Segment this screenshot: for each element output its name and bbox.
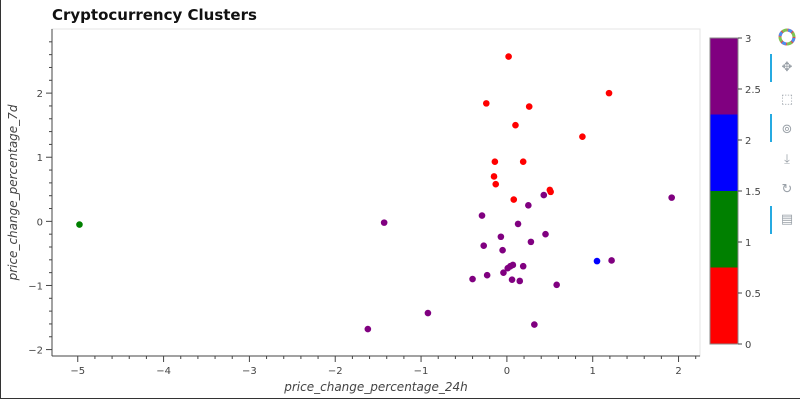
colorbar-tick-label: 1.5 — [745, 187, 761, 198]
y-tick-label: −2 — [28, 346, 43, 357]
colorbar-tick-label: 1 — [745, 238, 751, 249]
data-point-cluster-3[interactable] — [480, 242, 488, 250]
data-point-cluster-3[interactable] — [542, 230, 549, 238]
data-point-cluster-0[interactable] — [547, 188, 554, 196]
data-point-cluster-1[interactable] — [76, 221, 83, 228]
data-point-cluster-3[interactable] — [668, 194, 675, 201]
data-point-cluster-0[interactable] — [579, 133, 586, 141]
x-tick-label: 2 — [675, 366, 681, 377]
hover-icon[interactable]: ▤ — [780, 211, 794, 227]
axes: −5 −4 −3 −2 −1 0 1 2 −2 −1 0 1 2 — [28, 29, 700, 377]
save-icon[interactable]: ⤓ — [784, 151, 790, 167]
colorbar-tick-label: 0 — [745, 340, 751, 351]
data-point-cluster-3[interactable] — [483, 271, 491, 279]
data-point-cluster-0[interactable] — [492, 180, 500, 188]
logo-icon[interactable] — [778, 28, 796, 46]
data-point-cluster-0[interactable] — [525, 103, 533, 110]
toolbar-separator — [770, 114, 772, 142]
toolbar-separator — [770, 206, 772, 234]
data-point-cluster-0[interactable] — [512, 121, 519, 129]
y-axis-label: price_change_percentage_7d — [6, 104, 20, 281]
data-point-cluster-3[interactable] — [499, 246, 506, 254]
data-point-cluster-3[interactable] — [500, 269, 507, 276]
x-tick-label: −1 — [414, 366, 429, 377]
data-point-cluster-3[interactable] — [380, 219, 388, 226]
data-point-cluster-3[interactable] — [509, 261, 517, 269]
y-tick-label: 0 — [37, 217, 43, 228]
data-point-cluster-3[interactable] — [469, 275, 476, 283]
x-tick-label: −2 — [328, 366, 343, 377]
data-points — [76, 53, 675, 333]
colorbar-tick-label: 2 — [745, 136, 751, 147]
colorbar-segment — [710, 38, 738, 115]
data-point-cluster-3[interactable] — [504, 264, 512, 272]
plot-area[interactable] — [51, 28, 701, 357]
data-point-cluster-2[interactable] — [593, 257, 601, 265]
data-point-cluster-3[interactable] — [527, 238, 535, 246]
data-point-cluster-3[interactable] — [519, 262, 527, 270]
data-point-cluster-3[interactable] — [540, 191, 548, 199]
chart-title: Cryptocurrency Clusters — [52, 6, 257, 24]
y-tick-label: −1 — [28, 281, 43, 292]
data-point-cluster-3[interactable] — [514, 220, 522, 228]
data-point-cluster-0[interactable] — [510, 196, 518, 203]
colorbar-tick-label: 3 — [745, 34, 751, 45]
colorbar-segment — [710, 191, 738, 268]
data-point-cluster-0[interactable] — [505, 53, 512, 60]
colorbar-segment — [710, 267, 738, 344]
toolbar: ✥ ⬚ ⊚ ⤓ ↻ ▤ — [770, 28, 800, 248]
colorbar-tick-label: 0.5 — [745, 289, 761, 300]
wheel-zoom-icon[interactable]: ⊚ — [781, 121, 793, 137]
data-point-cluster-3[interactable] — [608, 257, 615, 264]
x-tick-label: −5 — [70, 366, 85, 377]
data-point-cluster-3[interactable] — [478, 212, 486, 219]
data-point-cluster-3[interactable] — [553, 281, 560, 289]
data-point-cluster-3[interactable] — [364, 325, 372, 333]
pan-icon[interactable]: ✥ — [781, 59, 793, 75]
data-point-cluster-3[interactable] — [531, 321, 538, 328]
y-tick-label: 2 — [37, 89, 43, 100]
data-point-cluster-0[interactable] — [491, 158, 499, 166]
colorbar-segment — [710, 114, 738, 191]
y-tick-label: 1 — [37, 153, 43, 164]
data-point-cluster-0[interactable] — [482, 100, 490, 107]
x-tick-label: 1 — [590, 366, 596, 377]
x-tick-label: −3 — [242, 366, 257, 377]
data-point-cluster-3[interactable] — [497, 233, 505, 241]
data-point-cluster-0[interactable] — [519, 158, 527, 166]
data-point-cluster-3[interactable] — [424, 309, 432, 317]
toolbar-separator — [770, 54, 772, 82]
x-tick-label: 0 — [504, 366, 510, 377]
reset-icon[interactable]: ↻ — [781, 181, 793, 197]
colorbar: 0 0.5 1 1.5 2 2.5 3 — [709, 34, 761, 351]
x-tick-label: −4 — [156, 366, 171, 377]
data-point-cluster-0[interactable] — [605, 89, 613, 97]
data-point-cluster-0[interactable] — [490, 173, 498, 180]
colorbar-tick-label: 2.5 — [745, 85, 761, 96]
data-point-cluster-3[interactable] — [516, 277, 524, 285]
x-axis-label: price_change_percentage_24h — [283, 380, 467, 394]
data-point-cluster-3[interactable] — [525, 202, 532, 209]
data-point-cluster-3[interactable] — [508, 276, 516, 284]
box-zoom-icon[interactable]: ⬚ — [780, 91, 794, 107]
